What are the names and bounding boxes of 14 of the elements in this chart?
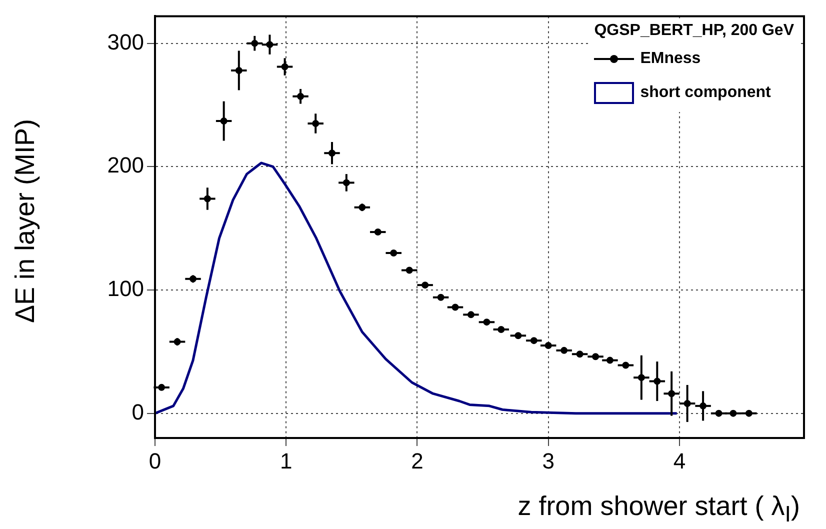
y-tick-label: 0 (132, 399, 144, 424)
x-tick-label: 2 (411, 448, 424, 474)
legend-label: EMness (640, 50, 701, 68)
y-tick-label: 200 (107, 152, 144, 178)
y-axis-title: ΔE in layer (MIP) (10, 118, 41, 324)
x-tick-label: 1 (280, 448, 292, 474)
x-tick-label: 4 (673, 448, 686, 474)
x-tick-label: 3 (542, 448, 554, 474)
legend-label: short component (640, 84, 771, 102)
y-tick-label: 100 (107, 276, 144, 302)
x-tick-label: 0 (148, 448, 162, 474)
y-tick-label: 300 (107, 29, 144, 54)
x-axis-title: z from shower start ( λ$_{I}$) (518, 490, 800, 527)
legend-title: QGSP_BERT_HP, 200 GeV (594, 22, 794, 40)
